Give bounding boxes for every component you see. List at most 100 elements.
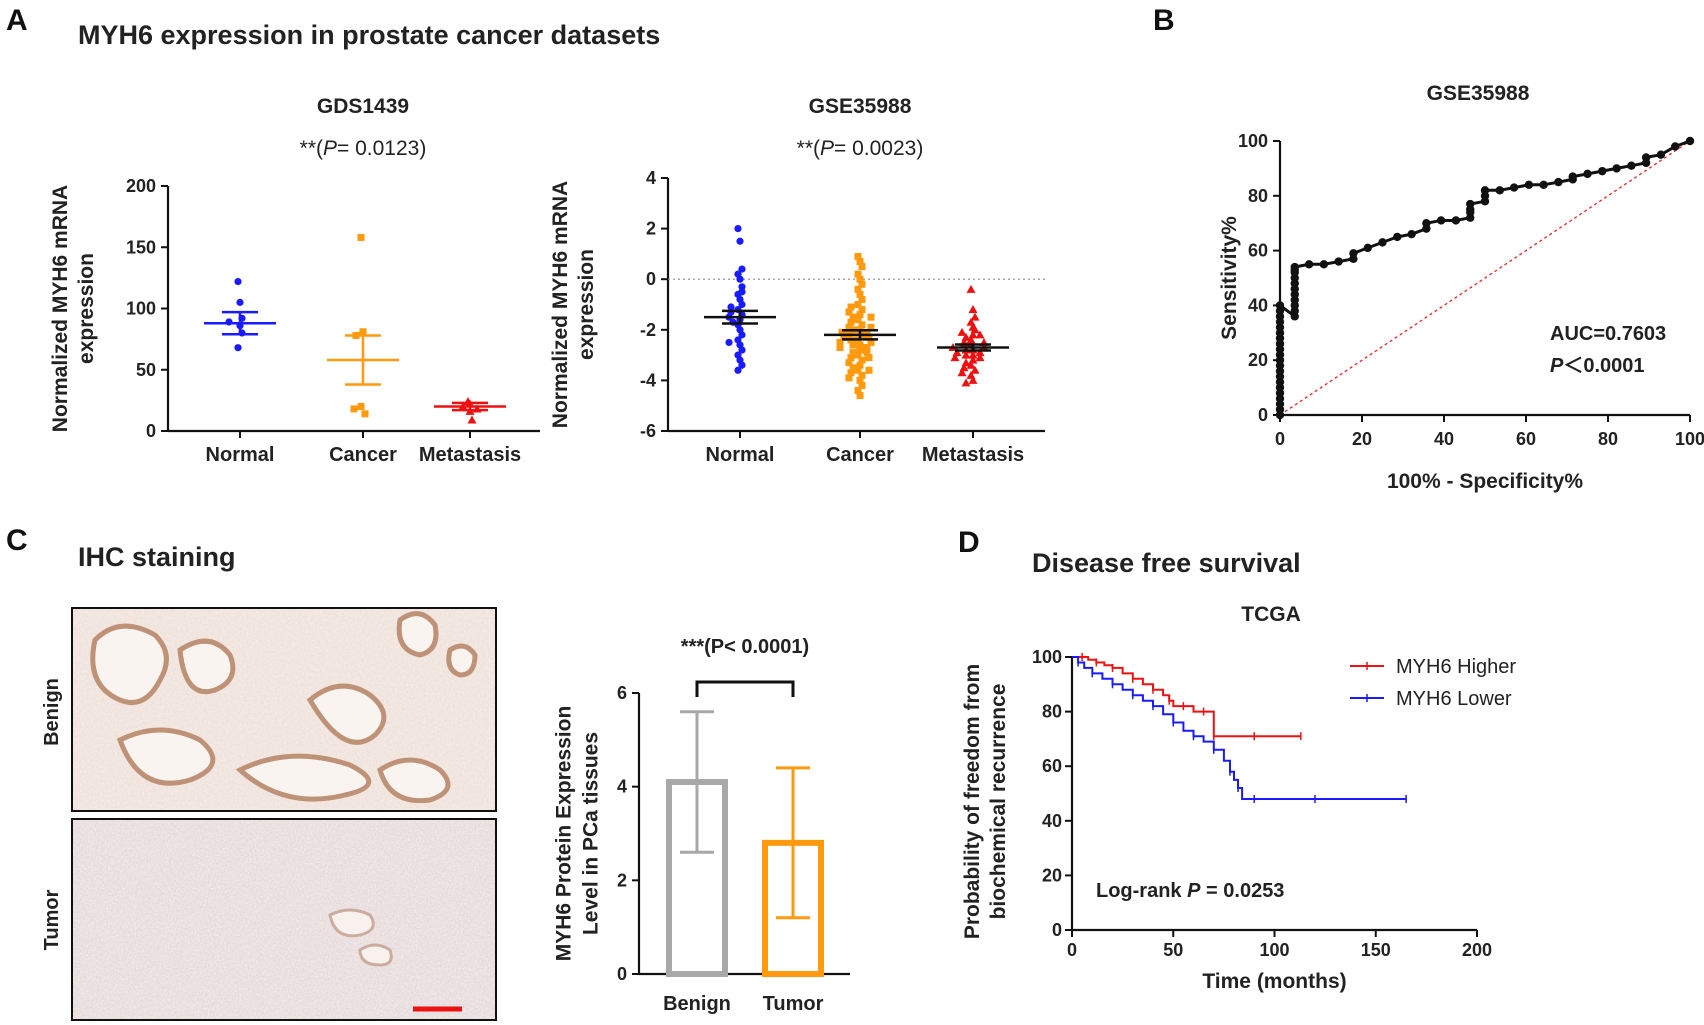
x-axis-title: Time (months) [1202, 970, 1346, 993]
data-point [975, 353, 985, 362]
data-point [854, 316, 862, 324]
y-tick-label: 100 [126, 299, 156, 319]
data-point [856, 257, 864, 265]
roc-point [1436, 216, 1446, 225]
data-point [836, 344, 844, 352]
x-tick-label: 40 [1434, 429, 1454, 449]
roc-point [1539, 180, 1548, 190]
data-point [970, 365, 980, 374]
data-point [865, 354, 873, 362]
data-point [863, 349, 871, 357]
x-tick-label: 0 [1275, 429, 1285, 449]
roc-point [1583, 169, 1592, 179]
data-point [858, 321, 866, 329]
data-point [957, 368, 967, 377]
y-tick-label: 0 [646, 269, 656, 289]
y-tick-label: 2 [617, 870, 627, 890]
x-category-label: Normal [206, 444, 275, 466]
x-tick-label: 0 [1067, 940, 1077, 960]
y-tick-label: 200 [126, 176, 156, 196]
data-point [856, 376, 864, 384]
data-point [952, 348, 962, 357]
group-cancer [824, 252, 896, 400]
reference-diagonal [1279, 140, 1691, 416]
x-tick-label: 60 [1516, 429, 1536, 449]
y-tick-label: 6 [617, 683, 627, 703]
roc-point [1451, 216, 1461, 225]
x-category-label: Cancer [329, 444, 397, 466]
p-annotation: P＜0.0001 [1550, 355, 1645, 377]
roc-point [1334, 257, 1343, 266]
roc-point [1393, 232, 1402, 242]
roc-point [1480, 186, 1490, 195]
data-point [970, 312, 980, 321]
data-point [847, 318, 855, 326]
roc-point [1363, 243, 1372, 253]
y-tick-label: -4 [640, 370, 656, 390]
group-normal [704, 225, 776, 374]
data-point [854, 252, 862, 260]
panel-a-heading: MYH6 expression in prostate cancer datas… [78, 20, 660, 50]
data-point [736, 275, 744, 283]
data-point [357, 403, 365, 410]
chart-ihc-bar: 0 2 4 6 MYH6 Protein Expression Level in PCa … [553, 636, 850, 1015]
data-point [467, 415, 477, 424]
x-tick-label: 100 [1675, 429, 1704, 449]
data-point [975, 330, 985, 339]
data-point [975, 348, 985, 357]
data-point [858, 381, 866, 389]
data-point [856, 346, 864, 354]
y-tick-label: 50 [136, 360, 156, 380]
data-point [738, 283, 746, 291]
y-tick-label: 60 [1042, 756, 1062, 776]
data-point [838, 328, 846, 336]
significance-bracket [695, 680, 795, 697]
chart-roc-curve: GSE35988 0 20 40 60 80 100 0 20 40 60 80 100 100% - S… [1218, 82, 1704, 493]
data-point [854, 270, 862, 278]
roc-point [1524, 180, 1534, 190]
data-point [849, 364, 857, 372]
roc-point [1671, 142, 1680, 151]
data-point [738, 288, 746, 296]
ihc-tumor-label: Tumor [41, 889, 63, 950]
data-point [738, 361, 746, 369]
chart-km-survival: TCGA 0 20 40 60 80 100 0 50 100 150 200 Time (months… [961, 603, 1516, 993]
legend-label: MYH6 Lower [1396, 688, 1512, 710]
y-tick-label: 80 [1248, 186, 1268, 206]
data-point [858, 280, 866, 288]
data-point [847, 303, 855, 311]
pvalue-label: **(P= 0.0123) [300, 137, 427, 160]
y-axis-title: Normalized MYH6 mRNA expression [549, 181, 598, 428]
roc-point [1685, 136, 1695, 146]
data-point [867, 313, 875, 321]
data-point [738, 300, 746, 309]
data-point [856, 275, 864, 283]
y-tick-label: 0 [146, 421, 156, 441]
data-point [845, 323, 853, 331]
data-point [738, 331, 746, 339]
roc-point [1495, 186, 1504, 195]
data-point [847, 354, 855, 362]
data-point [863, 328, 871, 336]
data-point [867, 323, 875, 331]
chart-title: TCGA [1241, 603, 1301, 626]
group-cancer [327, 233, 399, 418]
data-point [858, 356, 866, 364]
y-axis-title: Sensitivity% [1218, 216, 1241, 340]
data-point [968, 375, 978, 384]
roc-point [1319, 260, 1329, 269]
x-tick-label: 150 [1361, 940, 1391, 960]
roc-point [1349, 249, 1358, 258]
chart-title: GSE35988 [1427, 82, 1530, 105]
data-point [867, 338, 875, 346]
data-point [858, 295, 866, 303]
data-point [966, 360, 976, 369]
data-point [858, 263, 866, 271]
roc-point [1612, 164, 1621, 173]
roc-point [1290, 262, 1299, 272]
roc-point [1568, 172, 1577, 181]
panel-c-heading: IHC staining [78, 542, 236, 572]
data-point [738, 346, 746, 354]
y-tick-label: -2 [640, 320, 656, 340]
